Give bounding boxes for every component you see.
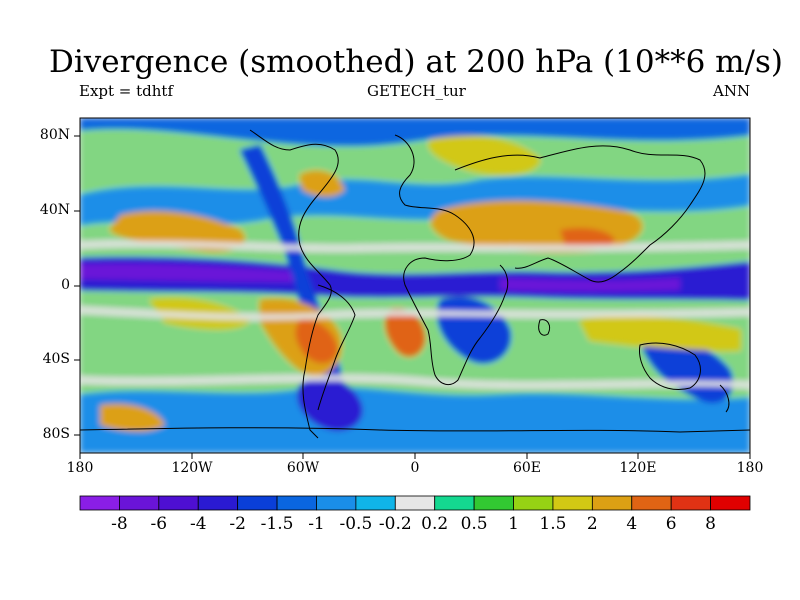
- colorbar-tick-label: 0.5: [460, 514, 488, 534]
- colorbar-swatch: [710, 495, 751, 511]
- colorbar-swatch: [552, 495, 593, 511]
- colorbar-swatch: [355, 495, 396, 511]
- lat-tick-label: 80S: [42, 426, 70, 442]
- lat-tick-label: 80N: [39, 127, 70, 143]
- colorbar-tick-label: 2: [586, 514, 598, 534]
- map-title: Divergence (smoothed) at 200 hPa (10**6 …: [49, 44, 783, 80]
- colorbar-swatch: [434, 495, 475, 511]
- lon-tick-label: 60W: [286, 460, 320, 476]
- colorbar-swatch: [591, 495, 633, 511]
- colorbar-swatch: [276, 495, 317, 511]
- lon-tick-label: 120W: [171, 460, 213, 476]
- colorbar-swatch: [197, 495, 239, 511]
- colorbar: [79, 495, 751, 511]
- colorbar-tick-label: 1.5: [539, 514, 567, 534]
- colorbar-swatch: [237, 495, 278, 511]
- colorbar-tick-label: 4: [626, 514, 638, 534]
- axis-ticks: [74, 135, 751, 459]
- colorbar-tick-label: 8: [705, 514, 716, 534]
- colorbar-swatch: [513, 495, 554, 511]
- lon-tick-label: 60E: [512, 460, 542, 476]
- divergence-field: [80, 118, 750, 453]
- colorbar-tick-label: -1.5: [260, 514, 294, 534]
- colorbar-swatch: [158, 495, 199, 511]
- colorbar-swatch: [473, 495, 514, 511]
- lat-tick-label: 0: [61, 277, 70, 293]
- colorbar-tick-label: -2: [229, 514, 246, 534]
- lat-tick-label: 40N: [39, 202, 70, 218]
- colorbar-swatch: [119, 495, 160, 511]
- colorbar-swatch: [394, 495, 436, 511]
- colorbar-swatch: [631, 495, 672, 511]
- colorbar-tick-label: 6: [665, 514, 677, 534]
- experiment-label: Expt = tdhtf: [79, 82, 174, 100]
- coastlines: [80, 129, 750, 439]
- colorbar-tick-label: 0.2: [421, 514, 449, 534]
- colorbar-tick-label: -4: [189, 514, 207, 534]
- colorbar-tick-label: -0.5: [339, 514, 373, 534]
- dataset-label: GETECH_tur: [367, 82, 466, 100]
- lon-tick-label: 180: [66, 460, 94, 476]
- colorbar-tick-label: 1: [508, 514, 519, 534]
- colorbar-tick-label: -6: [150, 514, 168, 534]
- lon-tick-label: 180: [736, 460, 764, 476]
- colorbar-tick-label: -0.2: [378, 514, 412, 534]
- colorbar-swatch: [316, 495, 357, 511]
- colorbar-tick-label: -8: [111, 514, 128, 534]
- colorbar-swatch: [670, 495, 711, 511]
- period-label: ANN: [713, 82, 751, 100]
- colorbar-swatch: [79, 495, 120, 511]
- lon-tick-label: 120E: [619, 460, 657, 476]
- lat-tick-label: 40S: [42, 351, 70, 367]
- colorbar-tick-label: -1: [308, 514, 325, 534]
- lon-tick-label: 0: [410, 460, 420, 476]
